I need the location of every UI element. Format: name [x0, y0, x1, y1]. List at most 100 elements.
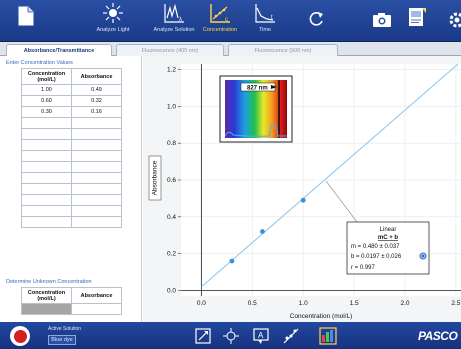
absorbance-cell[interactable]: [71, 216, 122, 228]
tab-absorbance-transmittance[interactable]: Absorbance/Transmittance: [6, 44, 112, 57]
table-row: [21, 161, 122, 173]
document-button[interactable]: [14, 0, 38, 42]
refresh-button[interactable]: [306, 0, 326, 42]
time-button[interactable]: t Time: [250, 0, 280, 42]
x-tick-label: 2.5: [451, 300, 460, 307]
absorbance-cell[interactable]: [71, 117, 122, 129]
concentration-cell[interactable]: [21, 205, 72, 217]
absorbance-cell[interactable]: [71, 139, 122, 151]
concentration-cell[interactable]: [21, 139, 72, 151]
absorbance-cell[interactable]: [71, 161, 122, 173]
absorbance-cell[interactable]: 0.32: [71, 95, 122, 107]
concentration-cell[interactable]: [21, 128, 72, 140]
absorbance-cell[interactable]: [71, 194, 122, 206]
concentration-cell[interactable]: 1.00: [21, 84, 72, 96]
document-icon: [18, 6, 34, 26]
wavelength-arrow-icon: [271, 85, 277, 89]
analyze-light-button[interactable]: Analyze Light: [88, 0, 138, 42]
active-solution-value: Blue dye: [51, 337, 73, 343]
unknown-concentration-cell: [21, 303, 72, 315]
concentration-cell[interactable]: [21, 172, 72, 184]
y-tick-label: 0.0: [167, 287, 176, 294]
concentration-cell[interactable]: [21, 216, 72, 228]
y-axis-title: Absorbance: [148, 155, 162, 201]
unknown-absorbance-cell[interactable]: [71, 303, 122, 315]
graph-display-icon[interactable]: [318, 326, 338, 346]
table-row: [21, 150, 122, 162]
curve-fit-icon[interactable]: [282, 327, 300, 345]
annotation-icon[interactable]: A: [252, 327, 270, 345]
tab-fluorescence-405[interactable]: Fluorescence (405 nm): [116, 44, 224, 56]
absorbance-cell[interactable]: 0.16: [71, 106, 122, 118]
tab-absorbance-transmittance-label: Absorbance/Transmittance: [23, 48, 95, 54]
fit-intercept-value: b = 0.0197 ± 0.026: [351, 254, 402, 260]
concentration-cell[interactable]: 0.30: [21, 106, 72, 118]
x-tick-label: 1.0: [299, 300, 308, 307]
y-tick-label: 0.6: [167, 177, 176, 184]
tab-fluorescence-500[interactable]: Fluorescence (500 nm): [228, 44, 338, 56]
concentration-graph[interactable]: 0.0 0.5 1.0 1.5 2.0 2.5 0.0 0.2 0.4 0.6 0.8 1.0 1.2 …: [143, 56, 461, 322]
absorbance-cell[interactable]: [71, 205, 122, 217]
unknown-absorbance-label: Absorbance: [80, 292, 113, 299]
data-point[interactable]: [300, 197, 306, 203]
data-entry-panel: Enter Concentration Values Concentration…: [0, 56, 142, 322]
unknown-table: Concentration (mol/L) Absorbance: [21, 287, 122, 315]
table-row: [21, 194, 122, 206]
unknown-concentration-header: Concentration (mol/L): [21, 287, 72, 304]
tab-fluorescence-500-label: Fluorescence (500 nm): [254, 47, 312, 54]
scale-to-fit-icon[interactable]: [194, 327, 212, 345]
camera-icon: [373, 13, 391, 27]
data-point[interactable]: [229, 258, 235, 264]
table-row: 0.30 0.16: [21, 106, 122, 118]
y-tick-label: 0.2: [167, 251, 176, 258]
concentration-icon: c: [210, 4, 230, 23]
crosshair-icon[interactable]: [222, 327, 240, 345]
concentration-button[interactable]: c Concentration: [198, 0, 242, 42]
table-row: [21, 205, 122, 217]
y-tick-label: 1.2: [167, 67, 176, 74]
concentration-chart[interactable]: 0.0 0.5 1.0 1.5 2.0 2.50.00.20.40.60.81.01.2 …: [143, 56, 461, 322]
y-tick-label: 0.4: [167, 214, 176, 221]
svg-text:λ: λ: [179, 17, 182, 23]
journal-button[interactable]: [406, 0, 428, 42]
table-row: 1.00 0.49: [21, 84, 122, 96]
wavelength-label: 827 nm: [247, 86, 268, 92]
fit-results-box[interactable]: Linear mC + b m = 0.480 ± 0.037 b = 0.01…: [346, 221, 430, 275]
record-button[interactable]: [10, 326, 30, 346]
concentration-cell[interactable]: [21, 183, 72, 195]
absorbance-cell[interactable]: 0.49: [71, 84, 122, 96]
fit-slope-value: m = 0.480 ± 0.037: [351, 244, 400, 250]
absorbance-cell[interactable]: [71, 172, 122, 184]
pasco-logo: PASCO: [418, 329, 458, 343]
concentration-column-header: Concentration (mol/L): [21, 68, 72, 85]
camera-button[interactable]: [370, 0, 394, 42]
concentration-section-title: Enter Concentration Values: [6, 60, 73, 66]
absorbance-cell[interactable]: [71, 150, 122, 162]
concentration-cell[interactable]: [21, 150, 72, 162]
x-tick-label: 0.5: [248, 300, 257, 307]
y-tick-label: 1.0: [167, 103, 176, 110]
concentration-cell[interactable]: [21, 194, 72, 206]
active-solution-selector[interactable]: Blue dye: [48, 335, 76, 345]
unknown-concentration-label: Concentration (mol/L): [27, 289, 66, 302]
settings-button[interactable]: [446, 0, 461, 42]
data-point[interactable]: [260, 229, 265, 234]
analyze-solution-label: Analyze Solution: [153, 27, 195, 33]
concentration-cell[interactable]: [21, 117, 72, 129]
tab-strip: Absorbance/Transmittance Fluorescence (4…: [0, 42, 461, 57]
y-tick-label: 0.8: [167, 140, 176, 147]
concentration-cell[interactable]: 0.60: [21, 95, 72, 107]
unknown-section-title: Determine Unknown Concentration: [6, 279, 92, 285]
x-tick-label: 0.0: [197, 300, 206, 307]
absorbance-cell[interactable]: [71, 128, 122, 140]
table-row: [21, 139, 122, 151]
fit-info-icon[interactable]: [419, 252, 427, 260]
concentration-cell[interactable]: [21, 161, 72, 173]
y-axis-label: Absorbance: [152, 160, 159, 195]
fit-line: [201, 63, 459, 288]
refresh-icon: [309, 12, 323, 26]
svg-text:t: t: [271, 15, 273, 21]
absorbance-cell[interactable]: [71, 183, 122, 195]
analyze-solution-button[interactable]: λ Analyze Solution: [146, 0, 202, 42]
active-solution-label: Active Solution: [48, 326, 82, 332]
